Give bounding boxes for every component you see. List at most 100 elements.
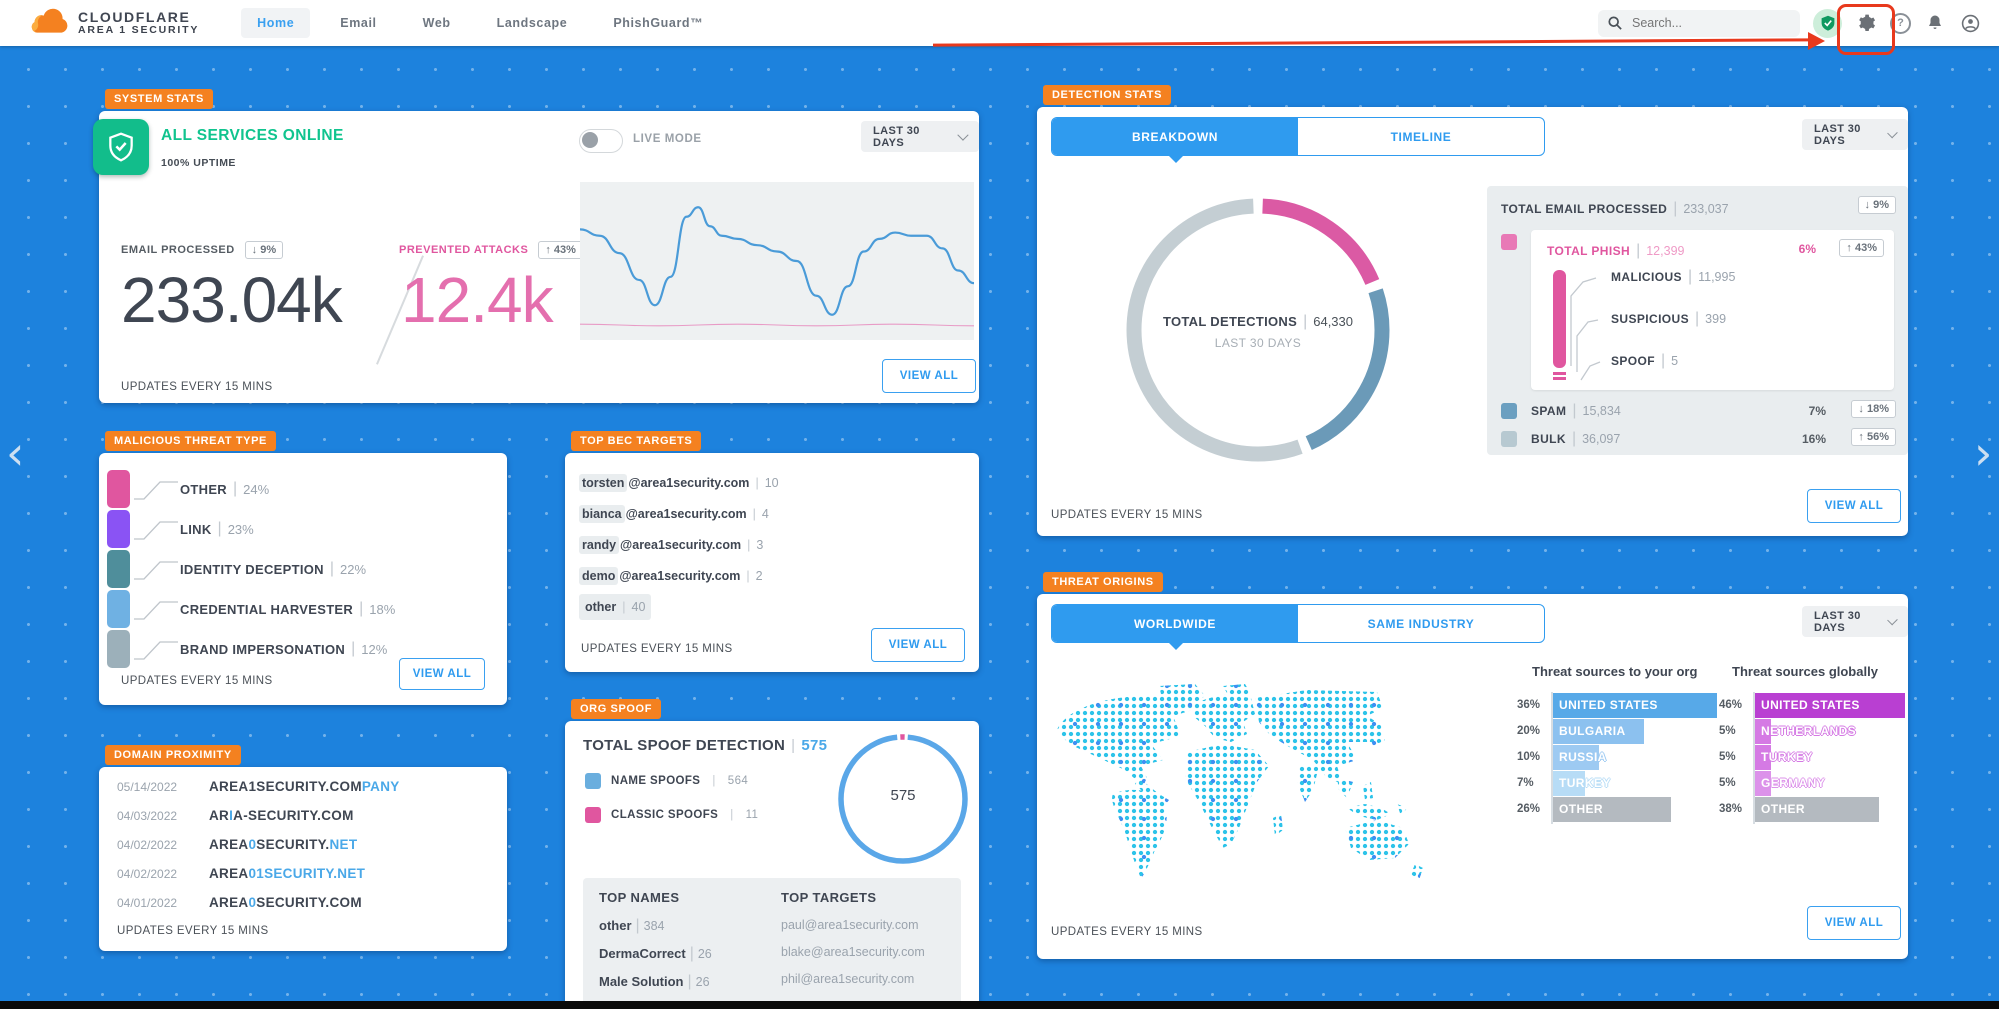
live-mode-toggle[interactable] [579,129,623,153]
threat-type-pct: 12% [361,641,388,657]
prevented-attacks-value: 12.4k [401,264,554,336]
bec-count: 40 [631,599,646,614]
search-input[interactable] [1630,15,1764,31]
bec-target-row[interactable]: randy @area1security.com | 3 [565,529,979,560]
domain-date: 04/02/2022 [117,838,178,852]
top-name-row: other | 384 [599,917,665,934]
threat-color-chip [107,550,130,588]
tab-same-industry[interactable]: SAME INDUSTRY [1367,616,1475,631]
view-all-button[interactable]: VIEW ALL [399,658,485,690]
threat-source-pct: 10% [1517,751,1541,763]
threat-source-pct: 46% [1719,699,1743,711]
threat-origins-badge: THREAT ORIGINS [1043,572,1163,592]
carousel-prev-chevron[interactable]: ‹ [6,426,25,480]
bec-target-row[interactable]: bianca @area1security.com | 4 [565,498,979,529]
notifications-bell-icon[interactable] [1924,12,1946,34]
email-processed-delta: ↓ 9% [244,241,284,259]
domain-row[interactable]: 04/01/2022 AREA0SECURITY.COM [99,895,507,924]
threat-source-pct: 20% [1517,725,1541,737]
cloudflare-logo[interactable]: CLOUDFLARE AREA 1 SECURITY [28,8,199,38]
malicious-threat-type-badge: MALICIOUS THREAT TYPE [105,431,276,451]
system-stats-card: SYSTEM STATS ALL SERVICES ONLINE 100% UP… [93,89,979,403]
search-box[interactable] [1598,9,1800,37]
carousel-next-chevron[interactable]: › [1974,426,1993,480]
threat-source-pct: 5% [1719,725,1736,737]
cloudflare-cloud-icon [31,8,68,33]
callout-line [134,521,178,540]
org-spoof-badge: ORG SPOOF [571,699,662,719]
updates-text: UPDATES EVERY 15 MINS [121,381,273,393]
bec-email: @area1security.com [625,506,747,521]
spoof-title: TOTAL SPOOF DETECTION [583,737,786,754]
threat-source-bar: OTHER [1755,796,1879,822]
threat-source-bar: TURKEY [1755,744,1812,770]
domain-row[interactable]: 04/02/2022 AREA0SECURITY.NET [99,837,507,866]
donut-center-value: 64,330 [1313,314,1353,329]
domain-row[interactable]: 05/14/2022 AREA1SECURITY.COMPANY [99,779,507,808]
nav-item-landscape[interactable]: Landscape [496,16,568,30]
threat-source-pct: 5% [1719,777,1736,789]
threat-type-label: LINK [180,521,212,537]
threat-origins-tabs: WORLDWIDE SAME INDUSTRY [1051,604,1545,650]
system-range-dropdown[interactable]: LAST 30 DAYS [861,121,979,152]
threat-source-bar: RUSSIA [1553,744,1606,770]
phish-delta: ↑ 43% [1839,239,1884,257]
bec-target-row[interactable]: demo @area1security.com | 2 [565,560,979,591]
help-icon[interactable]: ? [1890,12,1911,34]
tab-worldwide[interactable]: WORLDWIDE [1052,605,1298,642]
bulk-delta: ↑ 56% [1851,428,1896,446]
threat-origins-range-dropdown[interactable]: LAST 30 DAYS [1802,606,1908,637]
threat-source-row: 10% RUSSIA [1517,744,1717,770]
view-all-button[interactable]: VIEW ALL [1807,489,1901,523]
nav-item-web[interactable]: Web [422,16,451,30]
bec-target-row[interactable]: other | 40 [579,593,652,620]
settings-gear-icon[interactable] [1855,12,1877,34]
domain-row[interactable]: 04/03/2022 ARIA-SECURITY.COM [99,808,507,837]
shield-check-icon [109,132,133,162]
protection-status-icon[interactable] [1813,8,1842,38]
callout-line [134,641,178,660]
threat-source-bar: OTHER [1553,796,1672,822]
user-profile-icon[interactable] [1959,12,1981,34]
callout-line [134,481,178,500]
phish-children-list: MALICIOUS | 11,995 SUSPICIOUS | 399 SPOOF | 5 [1611,268,1735,394]
world-map [1057,684,1423,880]
threat-color-chip [107,590,130,628]
donut-center-sub: LAST 30 DAYS [1214,336,1302,350]
view-all-button[interactable]: VIEW ALL [1807,906,1901,940]
nav-item-home[interactable]: Home [241,8,311,38]
threat-source-row: 7% TURKEY [1517,770,1717,796]
domain-row[interactable]: 04/02/2022 AREA01SECURITY.NET [99,866,507,895]
total-email-delta: ↓ 9% [1857,196,1896,214]
total-email-processed-label: TOTAL EMAIL PROCESSED [1501,202,1668,216]
total-phish-label: TOTAL PHISH [1547,244,1631,258]
top-targets-list: paul@area1security.com blake@area1securit… [781,912,925,993]
detection-breakdown-panel: TOTAL EMAIL PROCESSED | 233,037 ↓ 9% TOTAL… [1487,186,1908,455]
tab-timeline[interactable]: TIMELINE [1390,129,1452,144]
shield-check-icon [1821,15,1834,31]
spoof-total: 575 [801,737,828,754]
bec-user: demo [579,566,619,585]
tab-breakdown[interactable]: BREAKDOWN [1052,118,1298,155]
bulk-value: 36,097 [1582,432,1621,446]
top-bec-targets-badge: TOP BEC TARGETS [571,431,702,451]
threat-source-row: 26% OTHER [1517,796,1717,822]
detection-range-dropdown[interactable]: LAST 30 DAYS [1802,119,1908,150]
services-shield-tile [93,119,149,175]
bulk-pct: 16% [1801,432,1826,446]
updates-text: UPDATES EVERY 15 MINS [1051,926,1203,938]
nav-item-phishguard[interactable]: PhishGuard™ [613,16,704,30]
top-name-row: Male Solution | 26 [599,973,710,990]
spam-value: 15,834 [1582,404,1621,418]
updates-text: UPDATES EVERY 15 MINS [121,675,273,687]
nav-item-email[interactable]: Email [340,16,377,30]
top-bec-targets-card: TOP BEC TARGETS torsten @area1security.co… [565,431,979,672]
view-all-button[interactable]: VIEW ALL [882,359,976,393]
threat-source-bar: TURKEY [1553,770,1610,796]
bec-target-row[interactable]: torsten @area1security.com | 10 [565,467,979,498]
view-all-button[interactable]: VIEW ALL [871,628,965,662]
org-spoof-card: ORG SPOOF TOTAL SPOOF DETECTION | 575 NAME… [565,699,979,1009]
threat-type-row: OTHER | 24% [99,469,507,509]
domain-proximity-badge: DOMAIN PROXIMITY [105,745,241,765]
domain-proximity-card: DOMAIN PROXIMITY 05/14/2022 AREA1SECURIT… [99,745,507,951]
